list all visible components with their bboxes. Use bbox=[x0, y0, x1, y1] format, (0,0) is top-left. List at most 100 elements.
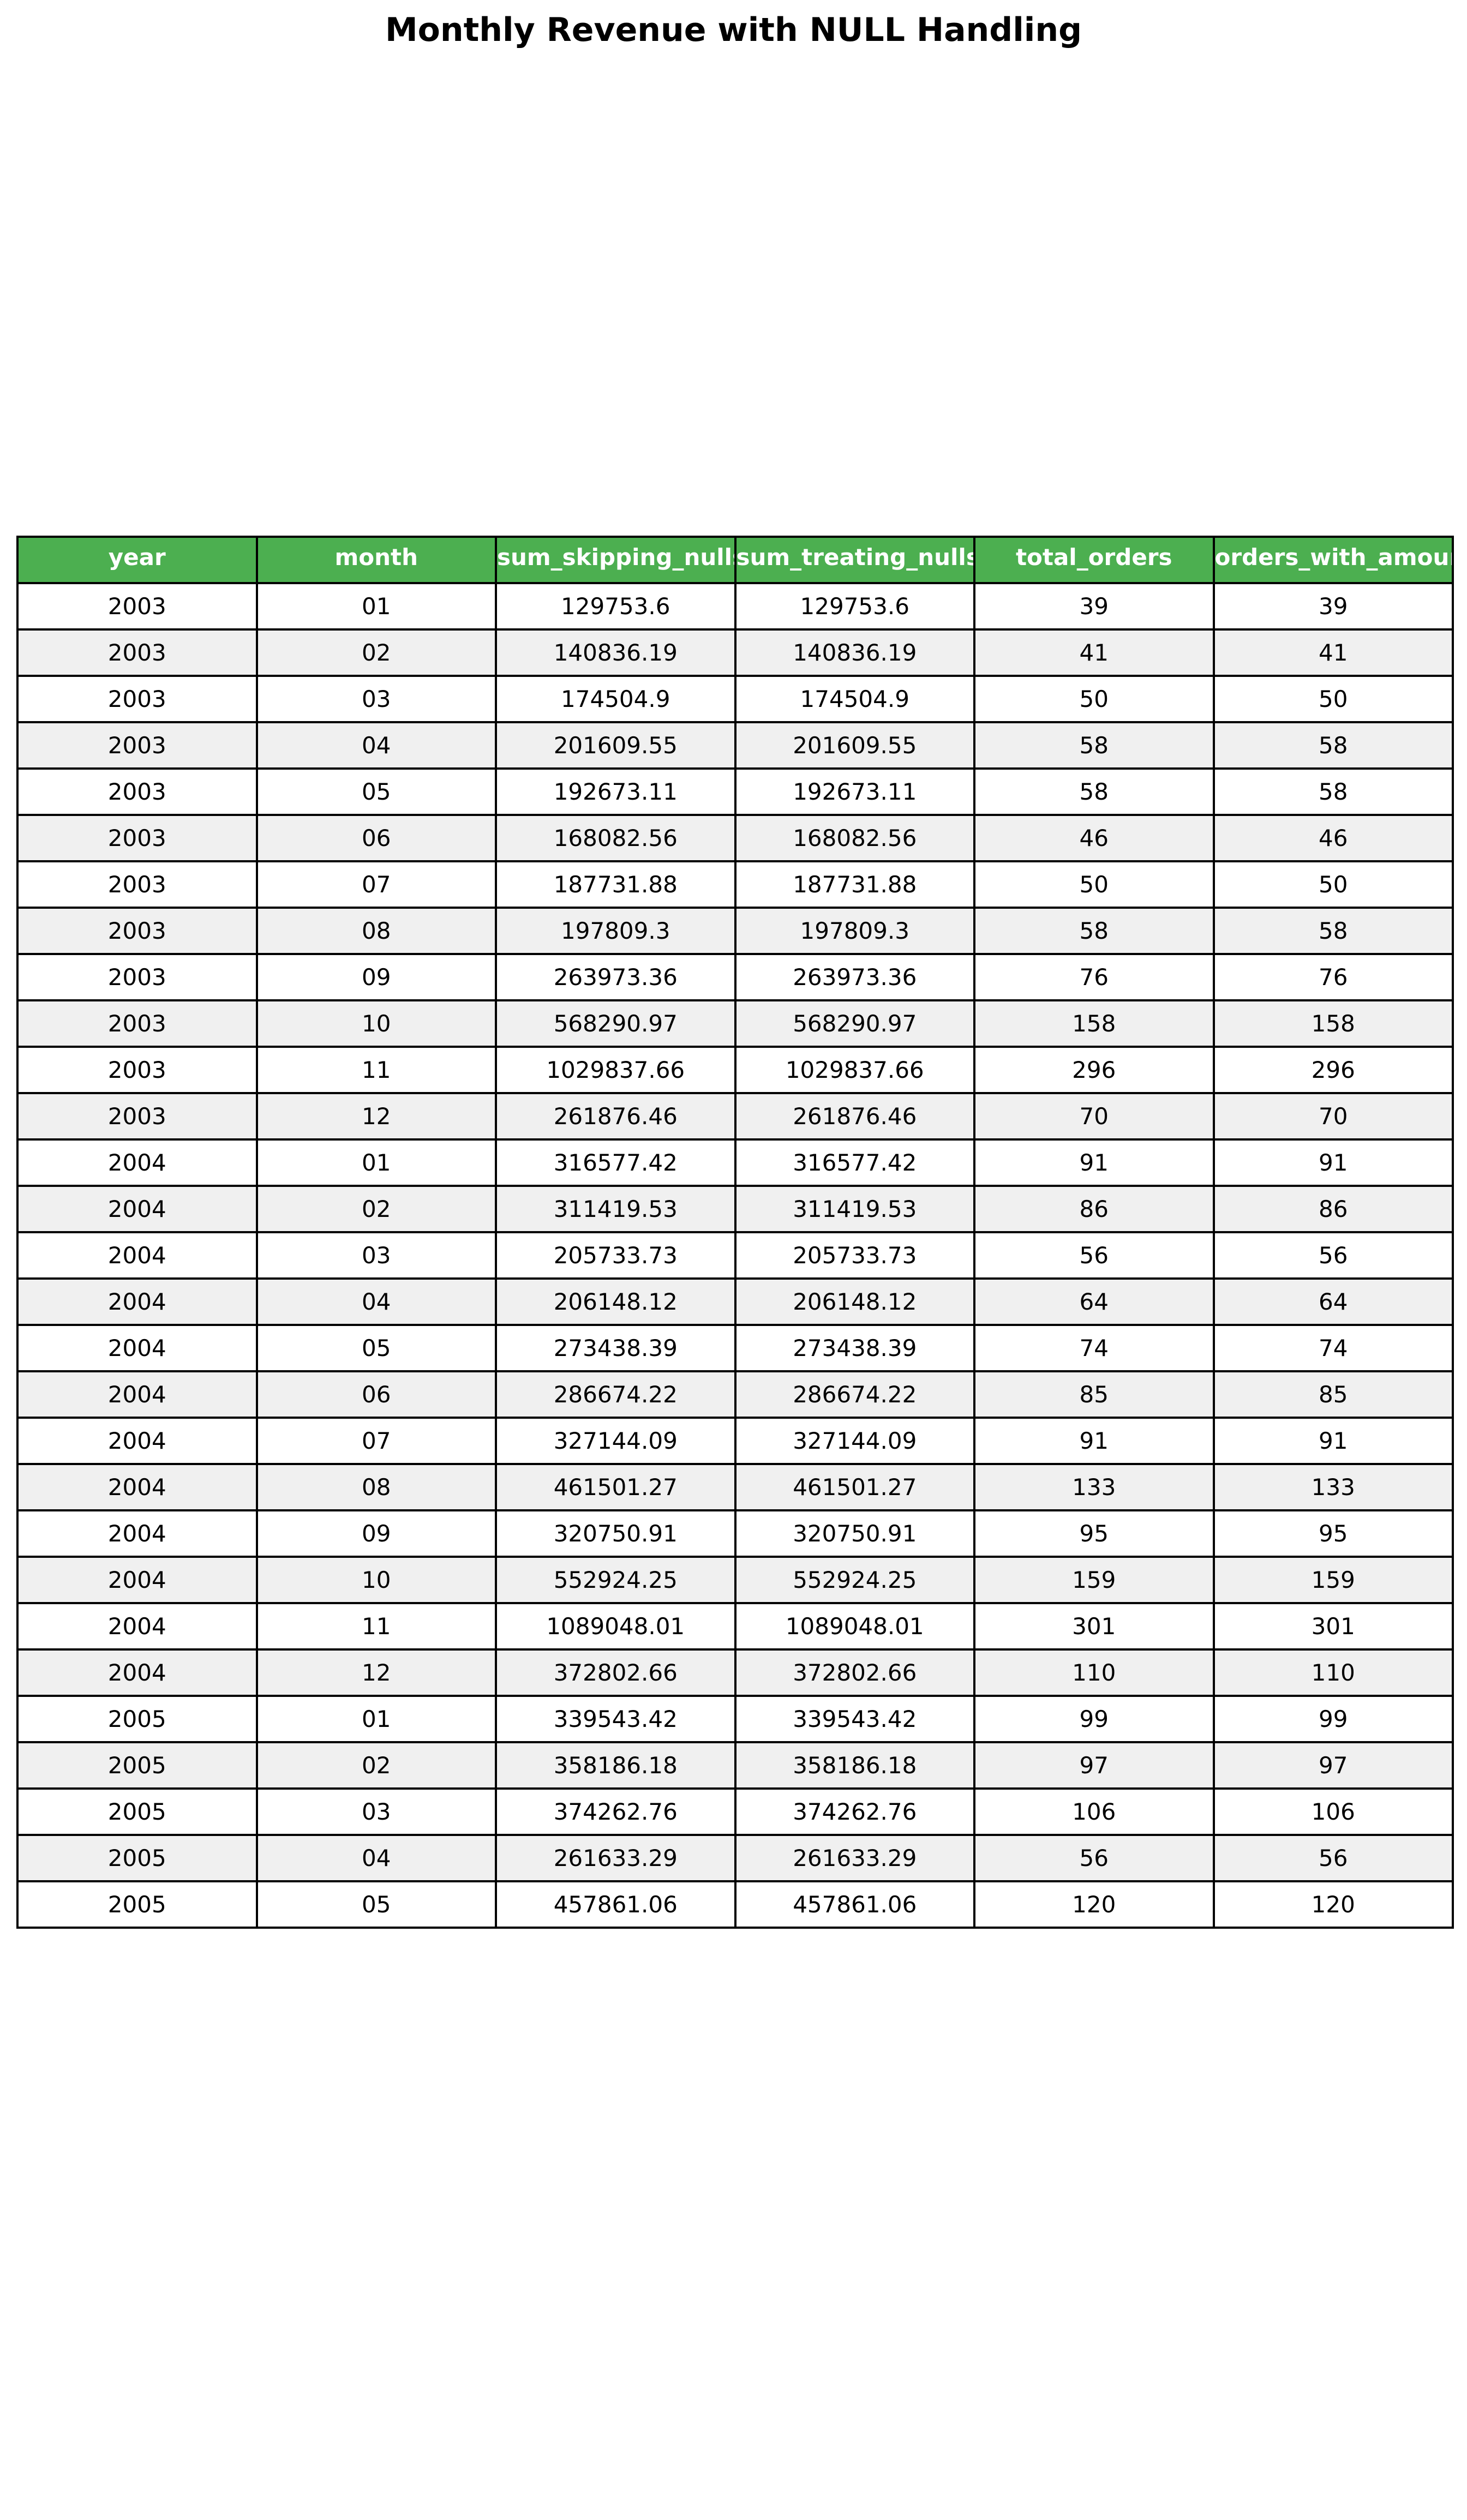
cell-year: 2003 bbox=[16, 907, 258, 955]
cell-sum-treating-nulls-as-zero: 339543.42 bbox=[734, 1695, 975, 1743]
cell-orders-with-amount: 74 bbox=[1212, 1324, 1454, 1372]
cell-sum-skipping-nulls: 168082.56 bbox=[495, 814, 737, 862]
cell-month: 06 bbox=[255, 814, 497, 862]
column-header-sum-treating-nulls-as-zero: sum_treating_nulls_as_zero bbox=[734, 536, 975, 584]
column-header-label: month bbox=[334, 544, 418, 571]
cell-year: 2003 bbox=[16, 860, 258, 909]
cell-sum-skipping-nulls: 457861.06 bbox=[495, 1880, 737, 1929]
cell-year: 2003 bbox=[16, 999, 258, 1048]
cell-sum-treating-nulls-as-zero: 206148.12 bbox=[734, 1277, 975, 1326]
cell-month: 02 bbox=[255, 1185, 497, 1233]
cell-orders-with-amount: 91 bbox=[1212, 1138, 1454, 1187]
cell-month: 09 bbox=[255, 953, 497, 1001]
cell-sum-treating-nulls-as-zero: 461501.27 bbox=[734, 1463, 975, 1511]
cell-sum-skipping-nulls: 372802.66 bbox=[495, 1648, 737, 1697]
cell-orders-with-amount: 133 bbox=[1212, 1463, 1454, 1511]
cell-total-orders: 95 bbox=[973, 1509, 1215, 1558]
cell-sum-treating-nulls-as-zero: 311419.53 bbox=[734, 1185, 975, 1233]
cell-sum-treating-nulls-as-zero: 140836.19 bbox=[734, 628, 975, 677]
cell-month: 11 bbox=[255, 1602, 497, 1651]
cell-total-orders: 91 bbox=[973, 1417, 1215, 1465]
cell-orders-with-amount: 70 bbox=[1212, 1092, 1454, 1141]
cell-month: 08 bbox=[255, 907, 497, 955]
table-row: 2005 05 457861.06 457861.06 120 120 bbox=[16, 1880, 1454, 1929]
cell-year: 2004 bbox=[16, 1138, 258, 1187]
cell-sum-skipping-nulls: 263973.36 bbox=[495, 953, 737, 1001]
cell-sum-treating-nulls-as-zero: 261633.29 bbox=[734, 1834, 975, 1882]
cell-sum-treating-nulls-as-zero: 197809.3 bbox=[734, 907, 975, 955]
cell-year: 2003 bbox=[16, 582, 258, 631]
column-header-label: sum_treating_nulls_as_zero bbox=[736, 544, 972, 571]
table-row: 2005 02 358186.18 358186.18 97 97 bbox=[16, 1741, 1454, 1790]
cell-total-orders: 301 bbox=[973, 1602, 1215, 1651]
cell-orders-with-amount: 158 bbox=[1212, 999, 1454, 1048]
table-row: 2003 05 192673.11 192673.11 58 58 bbox=[16, 767, 1454, 816]
cell-month: 10 bbox=[255, 1556, 497, 1604]
cell-month: 06 bbox=[255, 1370, 497, 1419]
table-row: 2004 02 311419.53 311419.53 86 86 bbox=[16, 1185, 1454, 1233]
cell-month: 04 bbox=[255, 1277, 497, 1326]
cell-total-orders: 158 bbox=[973, 999, 1215, 1048]
cell-sum-skipping-nulls: 129753.6 bbox=[495, 582, 737, 631]
cell-year: 2003 bbox=[16, 1046, 258, 1094]
cell-year: 2004 bbox=[16, 1370, 258, 1419]
cell-total-orders: 296 bbox=[973, 1046, 1215, 1094]
cell-year: 2003 bbox=[16, 721, 258, 770]
cell-orders-with-amount: 97 bbox=[1212, 1741, 1454, 1790]
cell-orders-with-amount: 95 bbox=[1212, 1509, 1454, 1558]
cell-total-orders: 56 bbox=[973, 1834, 1215, 1882]
cell-total-orders: 133 bbox=[973, 1463, 1215, 1511]
table-body: 2003 01 129753.6 129753.6 39 39 2003 02 140836.1… bbox=[16, 582, 1454, 1929]
cell-sum-skipping-nulls: 206148.12 bbox=[495, 1277, 737, 1326]
cell-sum-skipping-nulls: 1089048.01 bbox=[495, 1602, 737, 1651]
table-row: 2003 11 1029837.66 1029837.66 296 296 bbox=[16, 1046, 1454, 1094]
cell-sum-treating-nulls-as-zero: 374262.76 bbox=[734, 1787, 975, 1836]
cell-month: 03 bbox=[255, 1787, 497, 1836]
table-row: 2003 10 568290.97 568290.97 158 158 bbox=[16, 999, 1454, 1048]
cell-total-orders: 58 bbox=[973, 907, 1215, 955]
cell-total-orders: 70 bbox=[973, 1092, 1215, 1141]
cell-month: 04 bbox=[255, 1834, 497, 1882]
cell-orders-with-amount: 86 bbox=[1212, 1185, 1454, 1233]
cell-total-orders: 99 bbox=[973, 1695, 1215, 1743]
table-header: year month sum_skipping_nulls sum_treating_… bbox=[16, 536, 1454, 584]
cell-orders-with-amount: 64 bbox=[1212, 1277, 1454, 1326]
table-row: 2003 01 129753.6 129753.6 39 39 bbox=[16, 582, 1454, 631]
cell-month: 01 bbox=[255, 1695, 497, 1743]
cell-orders-with-amount: 46 bbox=[1212, 814, 1454, 862]
cell-sum-treating-nulls-as-zero: 327144.09 bbox=[734, 1417, 975, 1465]
cell-orders-with-amount: 296 bbox=[1212, 1046, 1454, 1094]
cell-sum-skipping-nulls: 327144.09 bbox=[495, 1417, 737, 1465]
table-row: 2004 11 1089048.01 1089048.01 301 301 bbox=[16, 1602, 1454, 1651]
cell-sum-treating-nulls-as-zero: 320750.91 bbox=[734, 1509, 975, 1558]
cell-month: 03 bbox=[255, 1231, 497, 1280]
cell-sum-treating-nulls-as-zero: 261876.46 bbox=[734, 1092, 975, 1141]
cell-sum-skipping-nulls: 261633.29 bbox=[495, 1834, 737, 1882]
column-header-label: year bbox=[108, 544, 166, 571]
cell-year: 2004 bbox=[16, 1231, 258, 1280]
cell-orders-with-amount: 50 bbox=[1212, 860, 1454, 909]
cell-year: 2004 bbox=[16, 1509, 258, 1558]
cell-month: 12 bbox=[255, 1648, 497, 1697]
cell-sum-skipping-nulls: 311419.53 bbox=[495, 1185, 737, 1233]
table-row: 2004 06 286674.22 286674.22 85 85 bbox=[16, 1370, 1454, 1419]
cell-sum-skipping-nulls: 374262.76 bbox=[495, 1787, 737, 1836]
cell-month: 01 bbox=[255, 582, 497, 631]
header-row: year month sum_skipping_nulls sum_treating_… bbox=[16, 536, 1454, 584]
cell-sum-skipping-nulls: 205733.73 bbox=[495, 1231, 737, 1280]
cell-sum-treating-nulls-as-zero: 568290.97 bbox=[734, 999, 975, 1048]
cell-month: 11 bbox=[255, 1046, 497, 1094]
cell-total-orders: 97 bbox=[973, 1741, 1215, 1790]
cell-sum-skipping-nulls: 140836.19 bbox=[495, 628, 737, 677]
cell-sum-treating-nulls-as-zero: 129753.6 bbox=[734, 582, 975, 631]
table-row: 2004 08 461501.27 461501.27 133 133 bbox=[16, 1463, 1454, 1511]
cell-total-orders: 58 bbox=[973, 721, 1215, 770]
cell-sum-treating-nulls-as-zero: 263973.36 bbox=[734, 953, 975, 1001]
cell-year: 2004 bbox=[16, 1556, 258, 1604]
cell-total-orders: 86 bbox=[973, 1185, 1215, 1233]
cell-orders-with-amount: 85 bbox=[1212, 1370, 1454, 1419]
cell-sum-skipping-nulls: 358186.18 bbox=[495, 1741, 737, 1790]
column-header-label: orders_with_amount bbox=[1214, 544, 1452, 571]
table-container: year month sum_skipping_nulls sum_treating_… bbox=[16, 536, 1454, 1929]
cell-total-orders: 110 bbox=[973, 1648, 1215, 1697]
